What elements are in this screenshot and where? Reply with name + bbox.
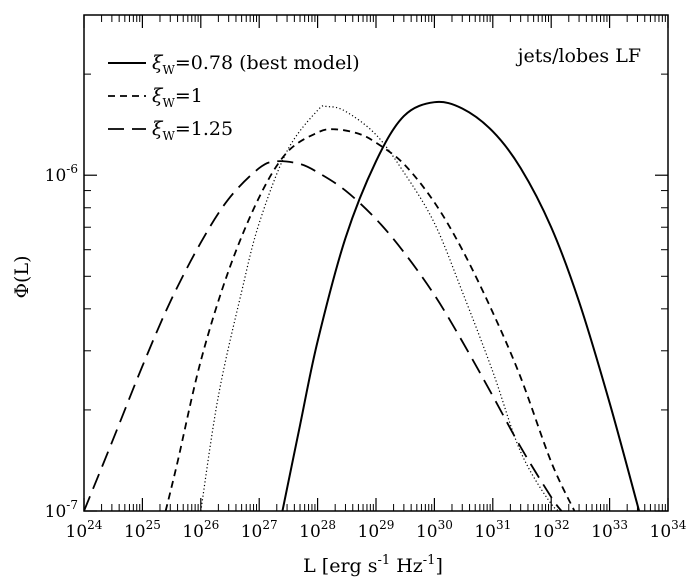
- series-line-solid: [281, 100, 641, 511]
- y-axis-label: Φ(L): [11, 255, 33, 298]
- x-tick-label: 1024: [66, 518, 103, 542]
- x-tick-label: 1031: [474, 518, 511, 542]
- series-curves: [84, 100, 641, 511]
- y-tick-labels: 10-7 10-6: [45, 162, 78, 522]
- series-line-dotted: [200, 105, 564, 511]
- major-ticks: [83, 15, 669, 512]
- series-line-long-dashed: [84, 160, 563, 511]
- legend: ξW=0.78 (best model) ξW=1 ξW=1.25: [108, 52, 360, 143]
- x-tick-label: 1027: [241, 518, 278, 542]
- minor-ticks: [84, 14, 668, 511]
- legend-label: ξW=1: [152, 85, 203, 110]
- x-tick-label: 1028: [299, 518, 336, 542]
- x-tick-labels: 1024 1025 1026 1027 1028 1029 1030 1031 1032 1033…: [66, 518, 687, 542]
- x-axis-label: L [erg s-1 Hz-1]: [303, 553, 443, 577]
- y-tick-label: 10-6: [45, 162, 78, 186]
- plot-frame: [83, 14, 669, 512]
- x-tick-label: 1034: [650, 518, 687, 542]
- chart-annotation: jets/lobes LF: [516, 45, 641, 67]
- series-line-dashed: [164, 128, 576, 511]
- legend-label: ξW=0.78 (best model): [152, 52, 360, 77]
- x-tick-label: 1032: [533, 518, 570, 542]
- x-tick-label: 1025: [124, 518, 161, 542]
- y-tick-label: 10-7: [45, 498, 78, 522]
- x-tick-label: 1026: [182, 518, 219, 542]
- x-tick-label: 1030: [416, 518, 453, 542]
- x-tick-label: 1029: [358, 518, 395, 542]
- x-tick-label: 1033: [591, 518, 628, 542]
- legend-label: ξW=1.25: [152, 118, 233, 143]
